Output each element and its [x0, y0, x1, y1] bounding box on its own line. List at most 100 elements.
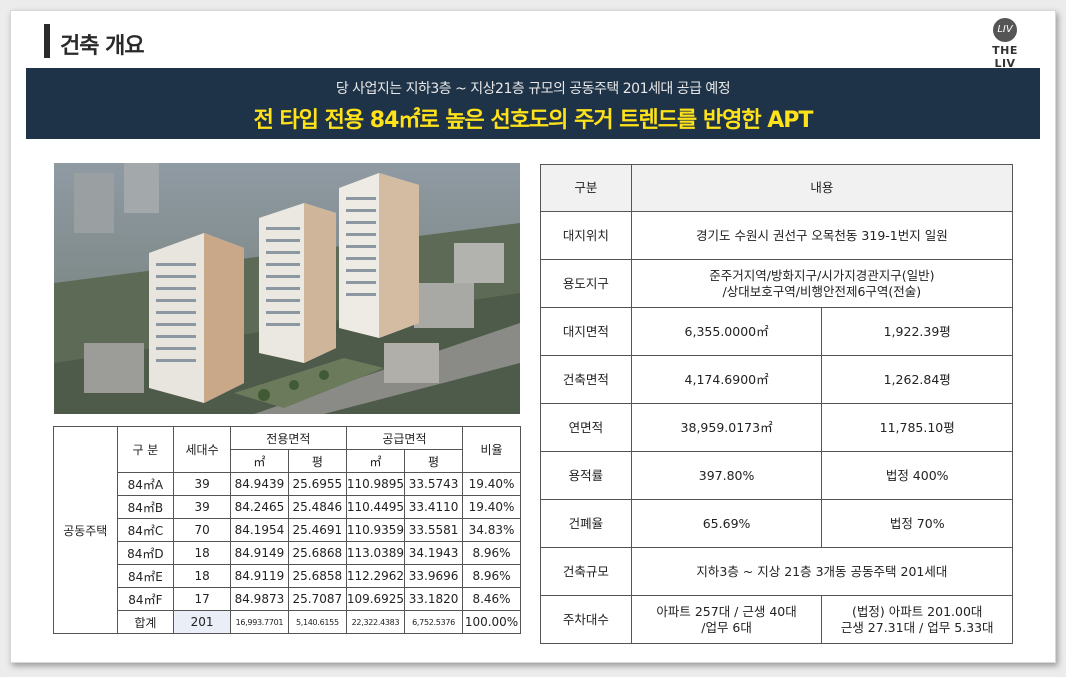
summary-banner: 당 사업지는 지하3층 ~ 지상21층 규모의 공동주택 201세대 공급 예정… — [26, 68, 1040, 139]
cell-ex-sqm: 84.9119 — [229, 564, 289, 588]
cell-ex-py: 25.6955 — [287, 472, 347, 496]
cell-sup-py: 33.5743 — [404, 472, 464, 496]
parking-line-1: 아파트 257대 / 근생 40대 — [656, 603, 797, 619]
col-header-supply: 공급면적 — [345, 426, 464, 450]
col-header-sup-py: 평 — [404, 449, 464, 473]
row-value-gross-area-pyeong: 11,785.10평 — [821, 403, 1013, 452]
cell-total-ratio: 100.00% — [462, 610, 521, 634]
cell-sup-py: 33.9696 — [404, 564, 464, 588]
cell-total-ex-sqm: 16,993.7701 — [229, 610, 289, 634]
row-label-location: 대지위치 — [540, 211, 632, 260]
cell-ratio: 8.96% — [462, 541, 521, 565]
cell-sup-sqm: 113.0389 — [345, 541, 406, 565]
row-label-bcr: 건폐율 — [540, 499, 632, 548]
apartment-rendering-illustration — [54, 163, 520, 414]
banner-subtitle: 당 사업지는 지하3층 ~ 지상21층 규모의 공동주택 201세대 공급 예정 — [335, 81, 731, 97]
row-label-building-area: 건축면적 — [540, 355, 632, 404]
cell-households: 17 — [173, 587, 231, 611]
row-value-site-area-pyeong: 1,922.39평 — [821, 307, 1013, 356]
cell-total-label: 합계 — [116, 610, 175, 634]
cell-households: 18 — [173, 541, 231, 565]
cell-ex-sqm: 84.9439 — [229, 472, 289, 496]
col-header-sup-sqm: ㎡ — [345, 449, 406, 473]
col-header-type: 구 분 — [116, 426, 175, 473]
cell-ex-py: 25.4846 — [287, 495, 347, 519]
cell-sup-py: 33.1820 — [404, 587, 464, 611]
title-accent-bar — [44, 24, 50, 58]
cell-type: 84㎡B — [116, 495, 175, 519]
row-value-site-area-sqm: 6,355.0000㎡ — [630, 307, 823, 356]
cell-sup-py: 33.4110 — [404, 495, 464, 519]
row-label-parking: 주차대수 — [540, 595, 632, 644]
cell-sup-sqm: 112.2962 — [345, 564, 406, 588]
cell-ex-py: 25.6868 — [287, 541, 347, 565]
cell-households: 18 — [173, 564, 231, 588]
row-value-bcr: 65.69% — [630, 499, 823, 548]
table-row: 건축규모 지하3층 ~ 지상 21층 3개동 공동주택 201세대 — [540, 547, 1014, 596]
cell-type: 84㎡D — [116, 541, 175, 565]
cell-ex-py: 25.7087 — [287, 587, 347, 611]
parking-line-2: /업무 6대 — [701, 619, 752, 635]
cell-sup-py: 33.5581 — [404, 518, 464, 542]
row-label-scale: 건축규모 — [540, 547, 632, 596]
apartment-rendering-image — [54, 163, 520, 414]
cell-sup-sqm: 110.9895 — [345, 472, 406, 496]
zoning-line-2: /상대보호구역/비행안전제6구역(전술) — [722, 283, 922, 299]
row-value-far-legal: 법정 400% — [821, 451, 1013, 500]
table-row: 84㎡C 70 84.1954 25.4691 110.9359 33.5581… — [54, 518, 521, 542]
table-row: 대지위치 경기도 수원시 권선구 오목천동 319-1번지 일원 — [540, 211, 1014, 260]
cell-sup-py: 34.1943 — [404, 541, 464, 565]
cell-type: 84㎡E — [116, 564, 175, 588]
logo-mark-icon: LIV — [993, 18, 1017, 42]
cell-households: 39 — [173, 495, 231, 519]
cell-ex-sqm: 84.9149 — [229, 541, 289, 565]
building-overview-table: 구분 내용 대지위치 경기도 수원시 권선구 오목천동 319-1번지 일원 용… — [540, 164, 1014, 644]
table-row: 84㎡A 39 84.9439 25.6955 110.9895 33.5743… — [54, 472, 521, 496]
banner-headline: 전 타입 전용 84㎡로 높은 선호도의 주거 트렌드를 반영한 APT — [253, 108, 814, 133]
cell-households: 70 — [173, 518, 231, 542]
table-row: 84㎡B 39 84.2465 25.4846 110.4495 33.4110… — [54, 495, 521, 519]
row-label-gross-area: 연면적 — [540, 403, 632, 452]
cell-total-ex-py: 5,140.6155 — [287, 610, 347, 634]
col-header-ex-sqm: ㎡ — [229, 449, 289, 473]
unit-area-table: 공동주택 구 분 세대수 전용면적 공급면적 비율 ㎡ 평 ㎡ 평 84㎡A 3… — [53, 426, 521, 634]
cell-total-households: 201 — [173, 610, 231, 634]
row-value-parking: 아파트 257대 / 근생 40대 /업무 6대 — [630, 595, 823, 644]
table-row: 건축면적 4,174.6900㎡ 1,262.84평 — [540, 355, 1013, 404]
row-value-far: 397.80% — [630, 451, 823, 500]
cell-ratio: 19.40% — [462, 472, 521, 496]
table-row: 대지면적 6,355.0000㎡ 1,922.39평 — [540, 307, 1013, 356]
cell-ex-sqm: 84.9873 — [229, 587, 289, 611]
cell-total-sup-py: 6,752.5376 — [404, 610, 464, 634]
col-header-ex-py: 평 — [287, 449, 347, 473]
row-value-scale: 지하3층 ~ 지상 21층 3개동 공동주택 201세대 — [630, 547, 1014, 596]
cell-sup-sqm: 110.4495 — [345, 495, 406, 519]
cell-sup-sqm: 110.9359 — [345, 518, 406, 542]
table-row: 84㎡D 18 84.9149 25.6868 113.0389 34.1943… — [54, 541, 521, 565]
table-row: 84㎡F 17 84.9873 25.7087 109.6925 33.1820… — [54, 587, 521, 611]
row-label-far: 용적률 — [540, 451, 632, 500]
table-row: 용적률 397.80% 법정 400% — [540, 451, 1013, 500]
cell-ratio: 19.40% — [462, 495, 521, 519]
table-row: 주차대수 아파트 257대 / 근생 40대 /업무 6대 (법정) 아파트 2… — [540, 595, 1013, 644]
cell-type: 84㎡F — [116, 587, 175, 611]
zoning-line-1: 준주거지역/방화지구/시가지경관지구(일반) — [709, 267, 935, 283]
row-value-bcr-legal: 법정 70% — [821, 499, 1013, 548]
row-label-zoning: 용도지구 — [540, 259, 632, 308]
parking-legal-line-2: 근생 27.31대 / 업무 5.33대 — [840, 619, 994, 635]
cell-ex-py: 25.6858 — [287, 564, 347, 588]
table-total-row: 합계 201 16,993.7701 5,140.6155 22,322.438… — [54, 610, 521, 634]
col-header-households: 세대수 — [173, 426, 231, 473]
cell-ex-sqm: 84.2465 — [229, 495, 289, 519]
col-header-ratio: 비율 — [462, 426, 521, 473]
cell-total-sup-sqm: 22,322.4383 — [345, 610, 406, 634]
cell-households: 39 — [173, 472, 231, 496]
table-row: 건폐율 65.69% 법정 70% — [540, 499, 1013, 548]
table-row: 연면적 38,959.0173㎡ 11,785.10평 — [540, 403, 1013, 452]
page-title: 건축 개요 — [60, 34, 145, 59]
row-value-building-area-pyeong: 1,262.84평 — [821, 355, 1013, 404]
category-cell: 공동주택 — [53, 426, 118, 634]
row-value-parking-legal: (법정) 아파트 201.00대 근생 27.31대 / 업무 5.33대 — [821, 595, 1013, 644]
cell-ex-py: 25.4691 — [287, 518, 347, 542]
cell-type: 84㎡A — [116, 472, 175, 496]
